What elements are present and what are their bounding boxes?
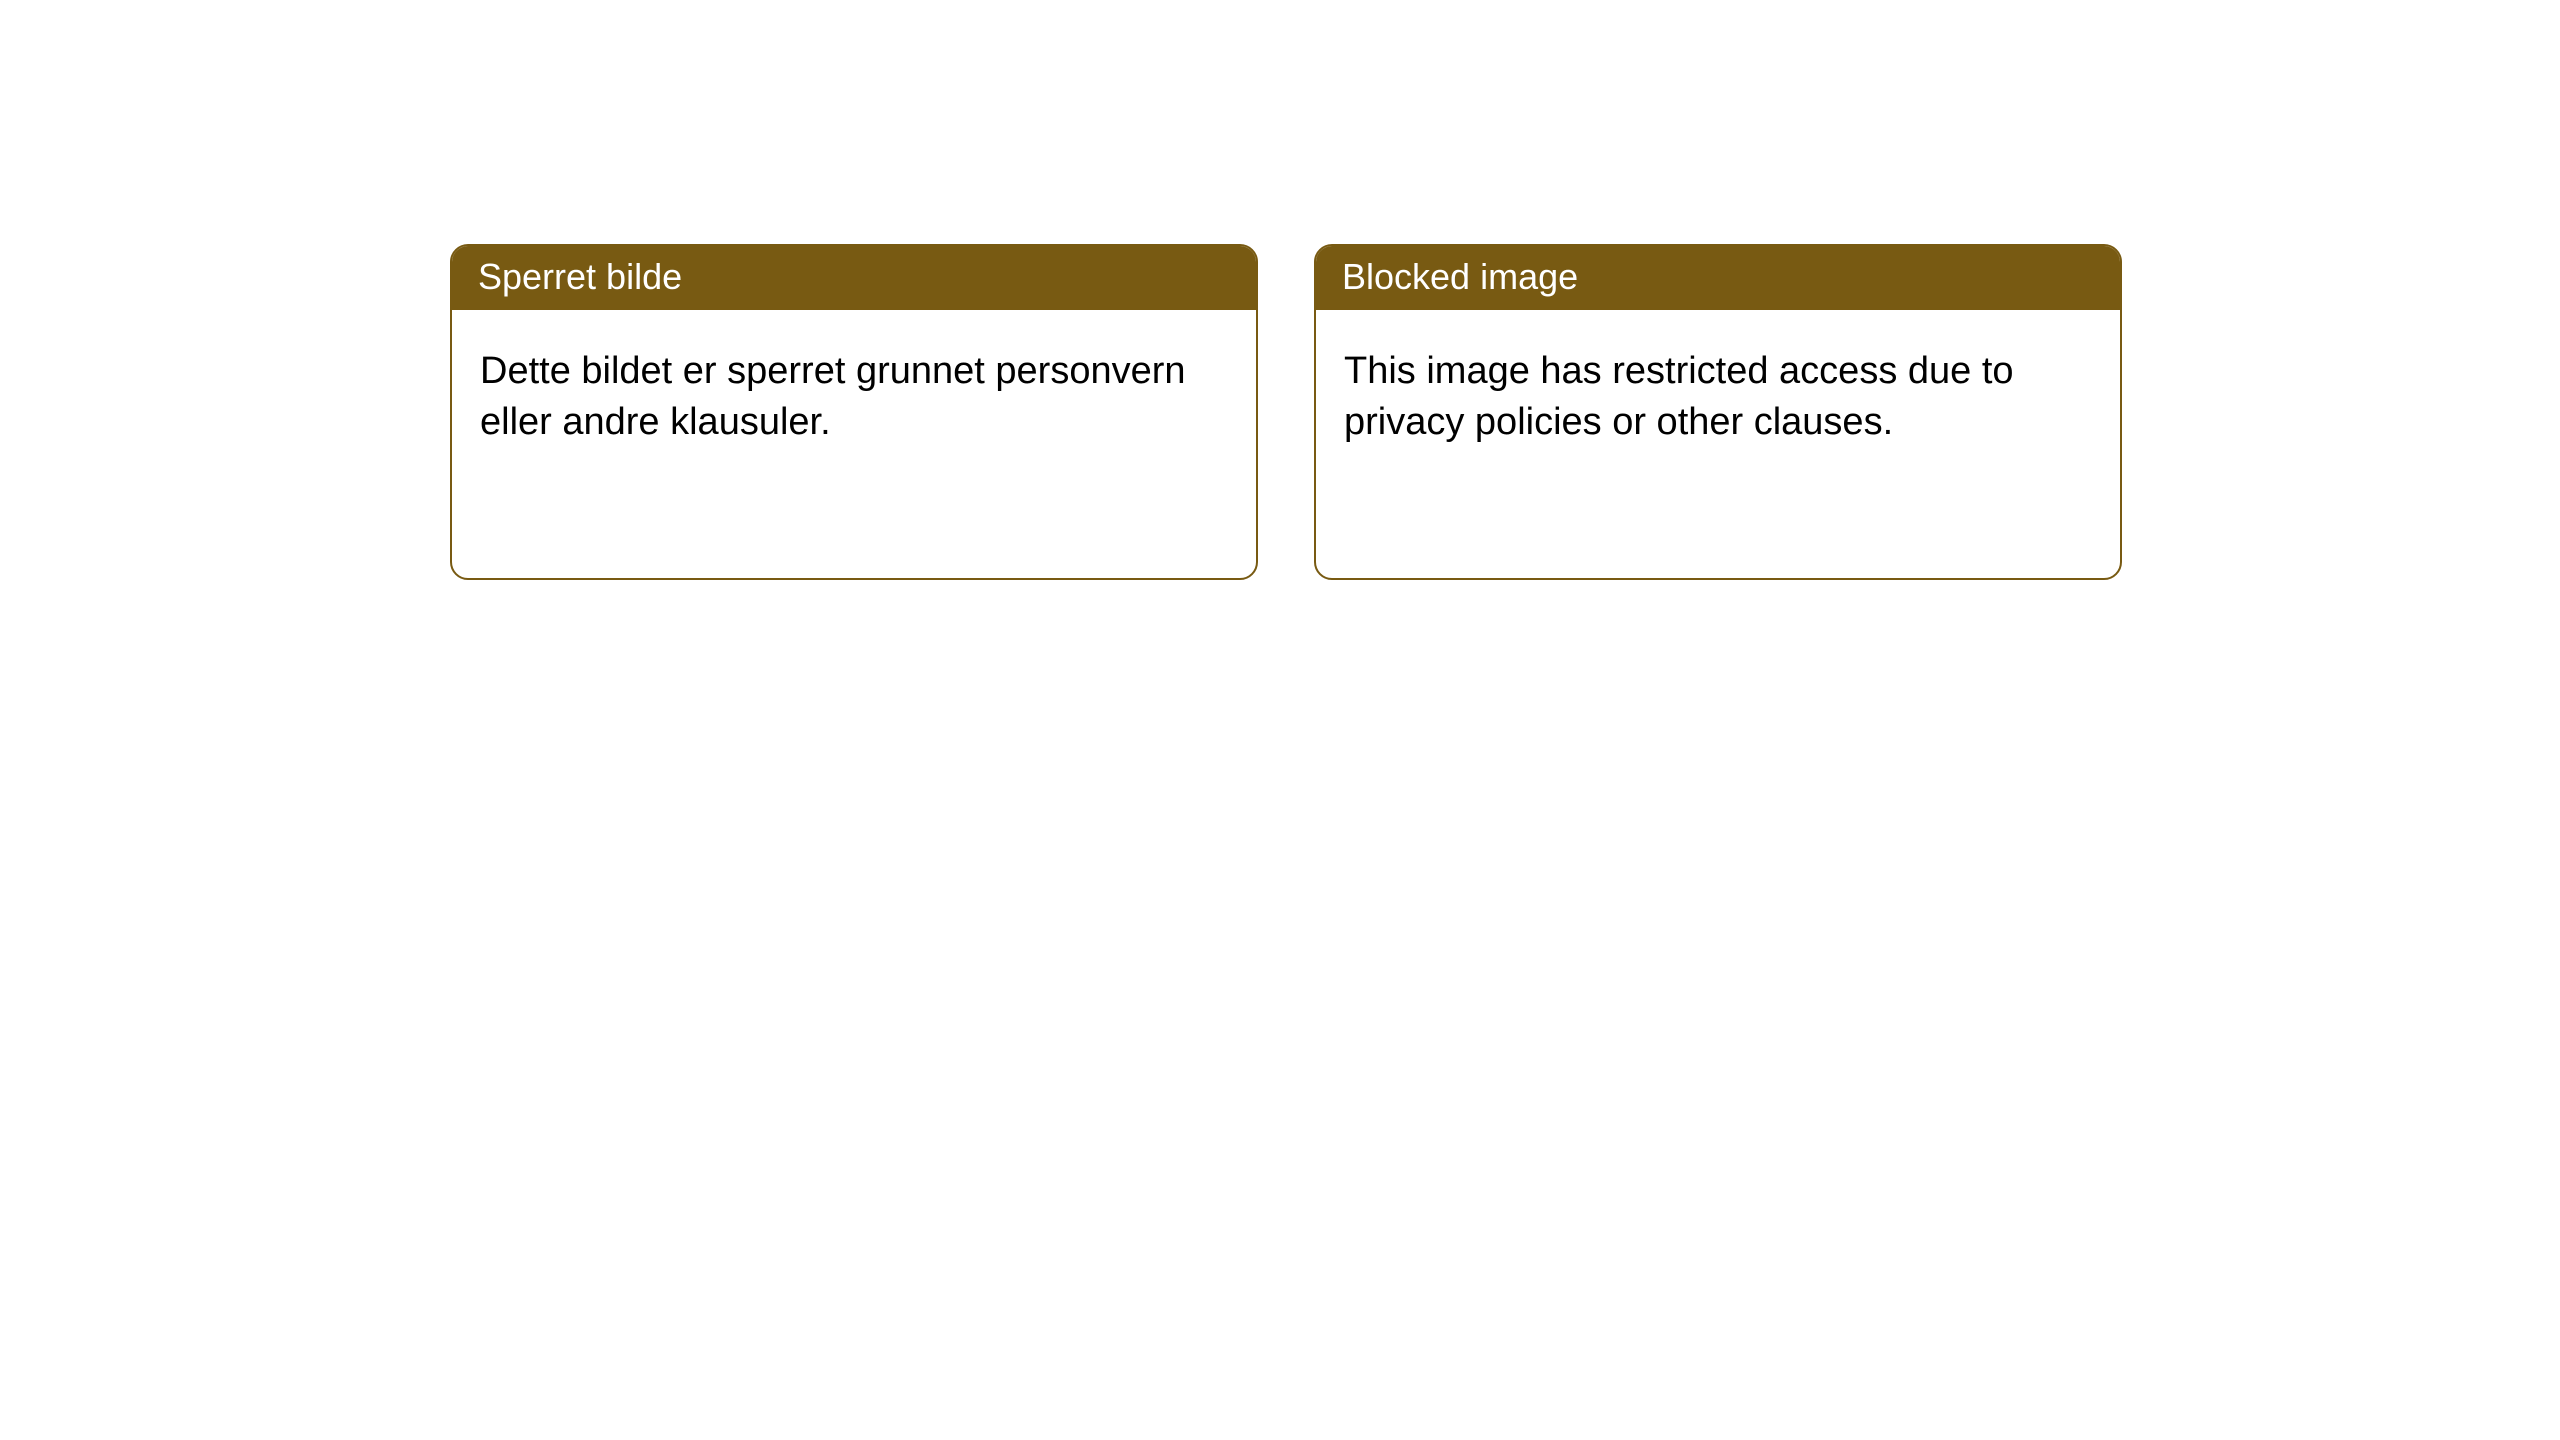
notice-card-body: This image has restricted access due to … xyxy=(1316,310,2120,477)
notice-container: Sperret bilde Dette bildet er sperret gr… xyxy=(0,0,2560,580)
notice-card-norwegian: Sperret bilde Dette bildet er sperret gr… xyxy=(450,244,1258,580)
notice-card-title: Blocked image xyxy=(1316,246,2120,310)
notice-card-body: Dette bildet er sperret grunnet personve… xyxy=(452,310,1256,477)
notice-card-english: Blocked image This image has restricted … xyxy=(1314,244,2122,580)
notice-card-title: Sperret bilde xyxy=(452,246,1256,310)
